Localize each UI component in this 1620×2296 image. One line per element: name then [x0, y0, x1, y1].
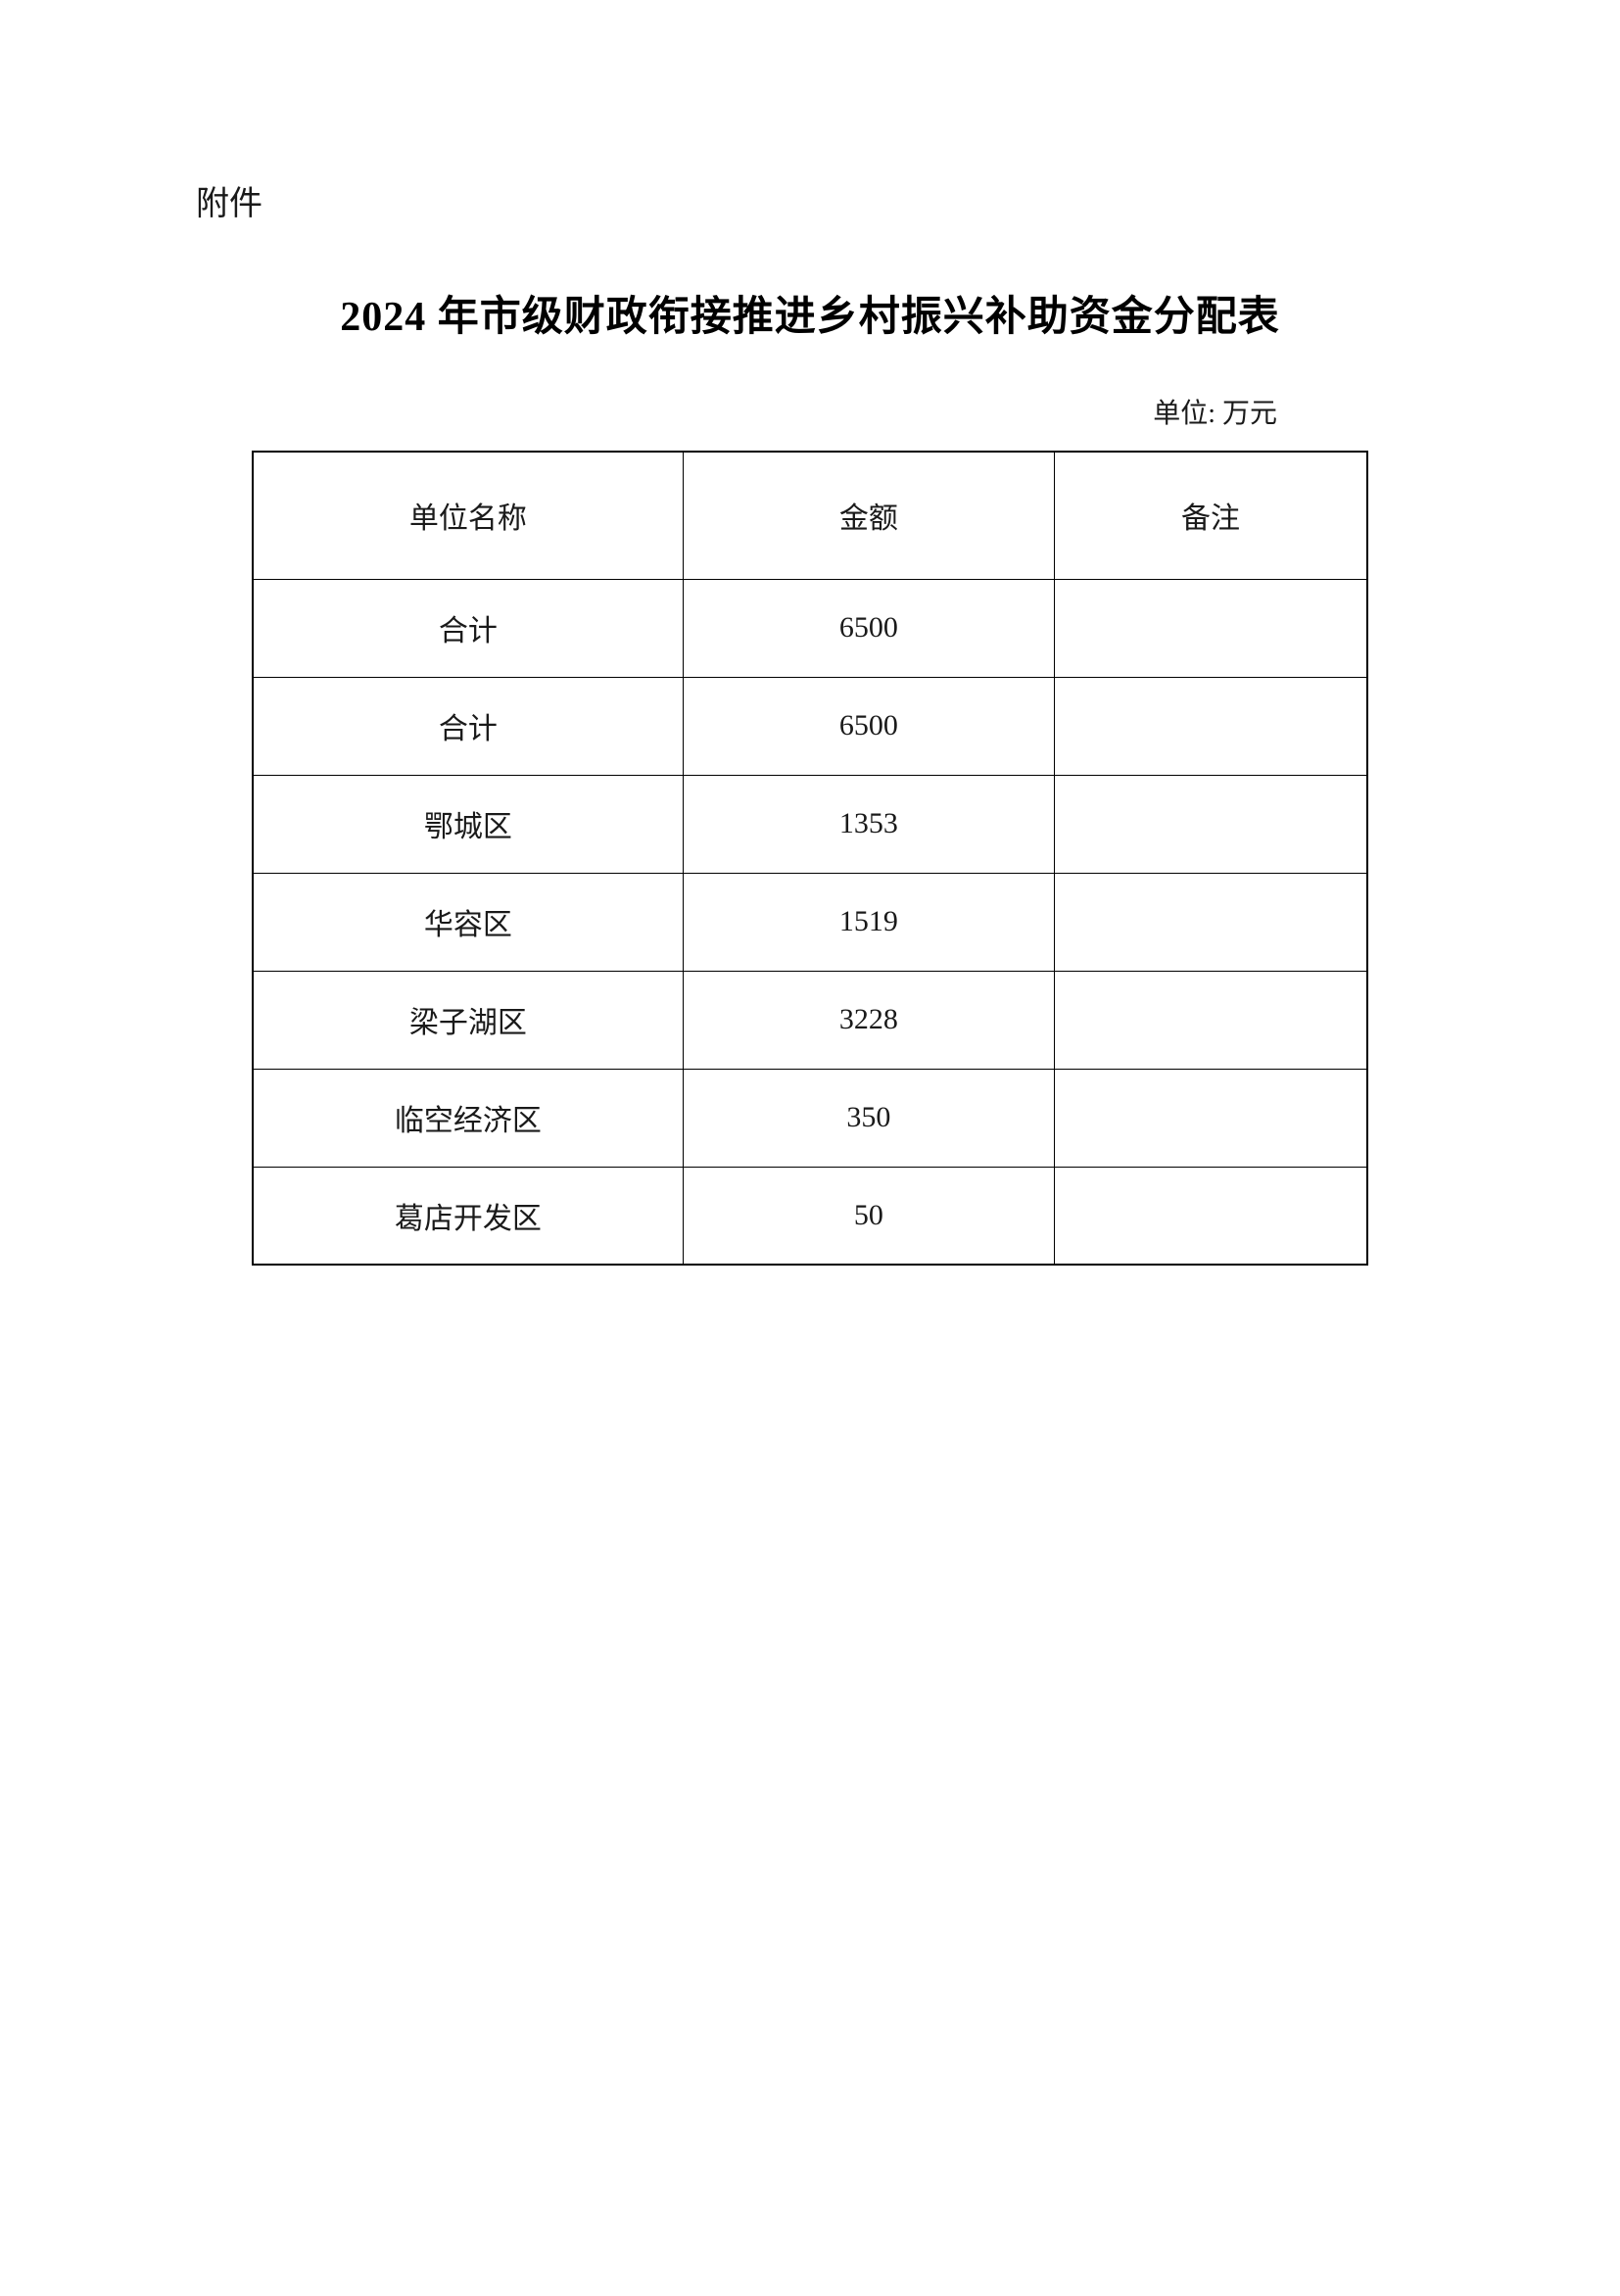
- cell-remark: [1055, 775, 1367, 873]
- cell-remark: [1055, 579, 1367, 677]
- cell-amount: 1519: [683, 873, 1054, 971]
- table-header-row: 单位名称 金额 备注: [253, 452, 1367, 579]
- document-page: 附件 2024 年市级财政衔接推进乡村振兴补助资金分配表 单位: 万元 单位名称…: [0, 0, 1620, 1266]
- cell-remark: [1055, 1069, 1367, 1167]
- table-row: 华容区 1519: [253, 873, 1367, 971]
- table-row: 梁子湖区 3228: [253, 971, 1367, 1069]
- cell-name: 临空经济区: [253, 1069, 683, 1167]
- cell-remark: [1055, 677, 1367, 775]
- table-row: 葛店开发区 50: [253, 1167, 1367, 1265]
- cell-amount: 50: [683, 1167, 1054, 1265]
- cell-name: 葛店开发区: [253, 1167, 683, 1265]
- cell-amount: 6500: [683, 579, 1054, 677]
- table-row: 合计 6500: [253, 579, 1367, 677]
- cell-name: 梁子湖区: [253, 971, 683, 1069]
- attachment-label: 附件: [196, 176, 1424, 224]
- cell-amount: 350: [683, 1069, 1054, 1167]
- cell-name: 鄂城区: [253, 775, 683, 873]
- table-row: 临空经济区 350: [253, 1069, 1367, 1167]
- cell-amount: 3228: [683, 971, 1054, 1069]
- cell-remark: [1055, 971, 1367, 1069]
- header-amount: 金额: [683, 452, 1054, 579]
- table-row: 合计 6500: [253, 677, 1367, 775]
- allocation-table: 单位名称 金额 备注 合计 6500 合计 6500 鄂城区 1353: [252, 451, 1368, 1266]
- cell-name: 合计: [253, 677, 683, 775]
- cell-remark: [1055, 1167, 1367, 1265]
- cell-remark: [1055, 873, 1367, 971]
- table-body: 合计 6500 合计 6500 鄂城区 1353 华容区 1519 梁子湖区: [253, 579, 1367, 1265]
- unit-label: 单位: 万元: [196, 392, 1277, 431]
- cell-amount: 6500: [683, 677, 1054, 775]
- cell-amount: 1353: [683, 775, 1054, 873]
- cell-name: 华容区: [253, 873, 683, 971]
- table-row: 鄂城区 1353: [253, 775, 1367, 873]
- cell-name: 合计: [253, 579, 683, 677]
- header-unit-name: 单位名称: [253, 452, 683, 579]
- document-title: 2024 年市级财政衔接推进乡村振兴补助资金分配表: [196, 283, 1424, 343]
- header-remark: 备注: [1055, 452, 1367, 579]
